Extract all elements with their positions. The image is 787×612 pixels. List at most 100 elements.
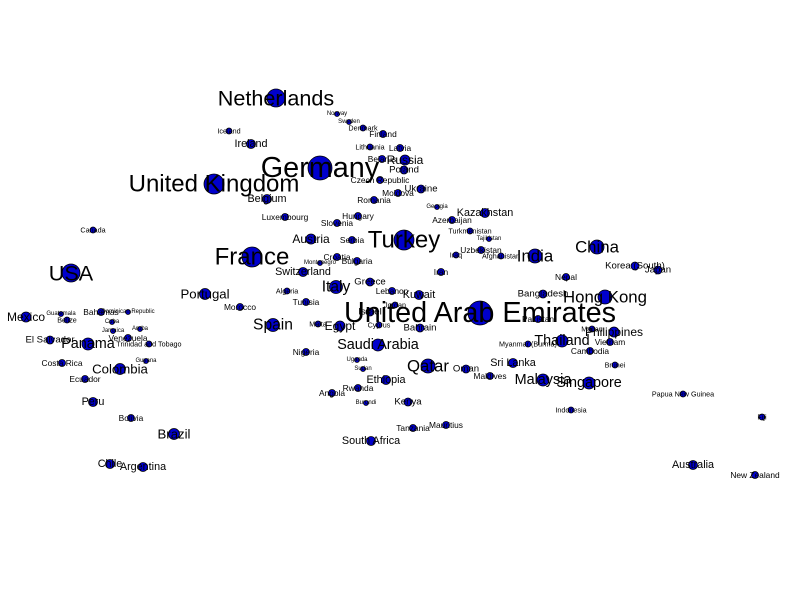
node-dominican-republic bbox=[125, 309, 131, 315]
node-label-slovenia: Slovenia bbox=[321, 218, 353, 228]
node-philippines bbox=[608, 326, 620, 338]
node-austria bbox=[305, 233, 317, 245]
node-peru bbox=[88, 397, 98, 407]
node-label-latvia: Latvia bbox=[389, 143, 412, 153]
node-slovenia bbox=[333, 219, 341, 227]
node-label-macau: Macau bbox=[581, 325, 603, 334]
node-venezuela bbox=[124, 334, 132, 342]
node-bulgaria bbox=[353, 257, 361, 265]
node-canada bbox=[89, 226, 97, 234]
node-label-nigeria: Nigeria bbox=[293, 347, 320, 357]
node-moldova bbox=[394, 189, 402, 197]
node-label-guyana: Guyana bbox=[135, 358, 157, 364]
node-label-myanmar-burma: Myanmar (Burma) bbox=[499, 340, 557, 349]
node-label-thailand: Thailand bbox=[534, 333, 589, 349]
node-label-ukraine: Ukraine bbox=[404, 184, 437, 195]
node-label-georgia: Georgia bbox=[426, 204, 448, 210]
node-label-korea-south: Korea (South) bbox=[605, 261, 665, 272]
node-label-indonesia: Indonesia bbox=[555, 406, 586, 415]
node-chile bbox=[105, 459, 115, 469]
node-belarus bbox=[378, 155, 386, 163]
node-label-malta: Malta bbox=[309, 320, 327, 329]
node-labels: Germany United Arab Emirates United Kingdo… bbox=[7, 86, 780, 481]
node-label-brunei: Brunei bbox=[605, 361, 626, 370]
node-colombia bbox=[114, 363, 126, 375]
node-maldives bbox=[486, 372, 494, 380]
node-label-turkey: Turkey bbox=[368, 227, 440, 254]
node-hungary bbox=[354, 212, 362, 220]
node-label-trinidad-and-tobago: Trinidad and Tobago bbox=[116, 340, 181, 349]
node-mauritius bbox=[442, 421, 450, 429]
node-label-angola: Angola bbox=[319, 388, 345, 398]
node-label-italy: Italy bbox=[322, 279, 351, 296]
node-australia bbox=[688, 460, 698, 470]
node-label-moldova: Moldova bbox=[382, 188, 414, 198]
node-label-united-arab-emirates: United Arab Emirates bbox=[344, 297, 616, 329]
node-label-egypt: Egypt bbox=[325, 319, 356, 333]
node-label-belgium: Belgium bbox=[247, 193, 286, 205]
node-turkey bbox=[393, 229, 415, 251]
node-ireland bbox=[246, 139, 256, 149]
node-argentina bbox=[138, 462, 148, 472]
node-ethiopia bbox=[381, 375, 391, 385]
node-belize bbox=[63, 316, 71, 324]
node-israel bbox=[365, 307, 375, 317]
node-luxembourg bbox=[281, 213, 289, 221]
node-label-ireland: Ireland bbox=[234, 138, 267, 150]
node-label-peru: Peru bbox=[82, 396, 105, 408]
node-mexico bbox=[20, 311, 32, 323]
node-label-dominican-republic: Dominican Republic bbox=[101, 309, 154, 315]
node-label-kazakhstan: Kazakhstan bbox=[457, 207, 513, 219]
node-jordan bbox=[391, 301, 399, 309]
node-label-united-kingdom: United Kingdom bbox=[129, 171, 300, 198]
node-label-hungary: Hungary bbox=[342, 211, 374, 221]
node-new-zealand bbox=[751, 471, 759, 479]
node-label-afghanistan: Afghanistan bbox=[482, 252, 520, 261]
node-label-bolivia: Bolivia bbox=[119, 413, 144, 423]
node-label-argentina: Argentina bbox=[120, 461, 166, 473]
node-label-cambodia: Cambodia bbox=[571, 346, 610, 356]
node-italy bbox=[329, 280, 343, 294]
node-label-belize: Belize bbox=[57, 316, 77, 325]
node-lithuania bbox=[366, 143, 374, 151]
node-label-jamaica: Jamaica bbox=[102, 328, 125, 334]
node-label-pakistan: Pakistan bbox=[522, 314, 554, 324]
node-germany bbox=[307, 155, 333, 181]
node-ecuador bbox=[81, 375, 89, 383]
node-label-tanzania: Tanzania bbox=[396, 423, 430, 433]
node-label-fiji: Fiji bbox=[757, 413, 767, 422]
node-iran bbox=[437, 268, 445, 276]
node-label-usa: USA bbox=[49, 261, 94, 286]
node-label-uganda: Uganda bbox=[346, 357, 368, 363]
node-nepal bbox=[562, 273, 570, 281]
node-latvia bbox=[396, 144, 404, 152]
node-label-iraq: Iraq bbox=[450, 251, 462, 260]
node-label-burundi: Burundi bbox=[356, 400, 377, 406]
node-egypt bbox=[334, 320, 346, 332]
node-dots bbox=[20, 88, 766, 479]
node-tanzania bbox=[409, 424, 417, 432]
node-label-hong-kong: Hong Kong bbox=[563, 288, 647, 307]
node-label-montenegro: Montenegro bbox=[304, 260, 337, 266]
node-china bbox=[589, 239, 605, 255]
node-france bbox=[241, 246, 263, 268]
node-label-canada: Canada bbox=[80, 226, 105, 235]
node-azerbaijan bbox=[448, 216, 456, 224]
node-label-israel: Israel bbox=[358, 307, 381, 318]
node-bahamas bbox=[97, 308, 105, 316]
node-jamaica bbox=[110, 328, 116, 334]
node-poland bbox=[399, 165, 409, 175]
node-rwanda bbox=[354, 384, 362, 392]
node-cuba bbox=[109, 319, 115, 325]
node-myanmar-burma bbox=[524, 340, 532, 348]
node-label-vietnam: Vietnam bbox=[595, 337, 626, 347]
node-sweden bbox=[346, 119, 352, 125]
node-trinidad-and-tobago bbox=[145, 340, 153, 348]
node-hong-kong bbox=[597, 289, 613, 305]
node-label-kenya: Kenya bbox=[394, 397, 422, 408]
node-label-lebanon: Lebanon bbox=[376, 286, 409, 296]
node-russia bbox=[399, 154, 411, 166]
node-label-qatar: Qatar bbox=[407, 357, 449, 376]
node-el-salvador bbox=[45, 335, 55, 345]
node-denmark bbox=[359, 124, 367, 132]
